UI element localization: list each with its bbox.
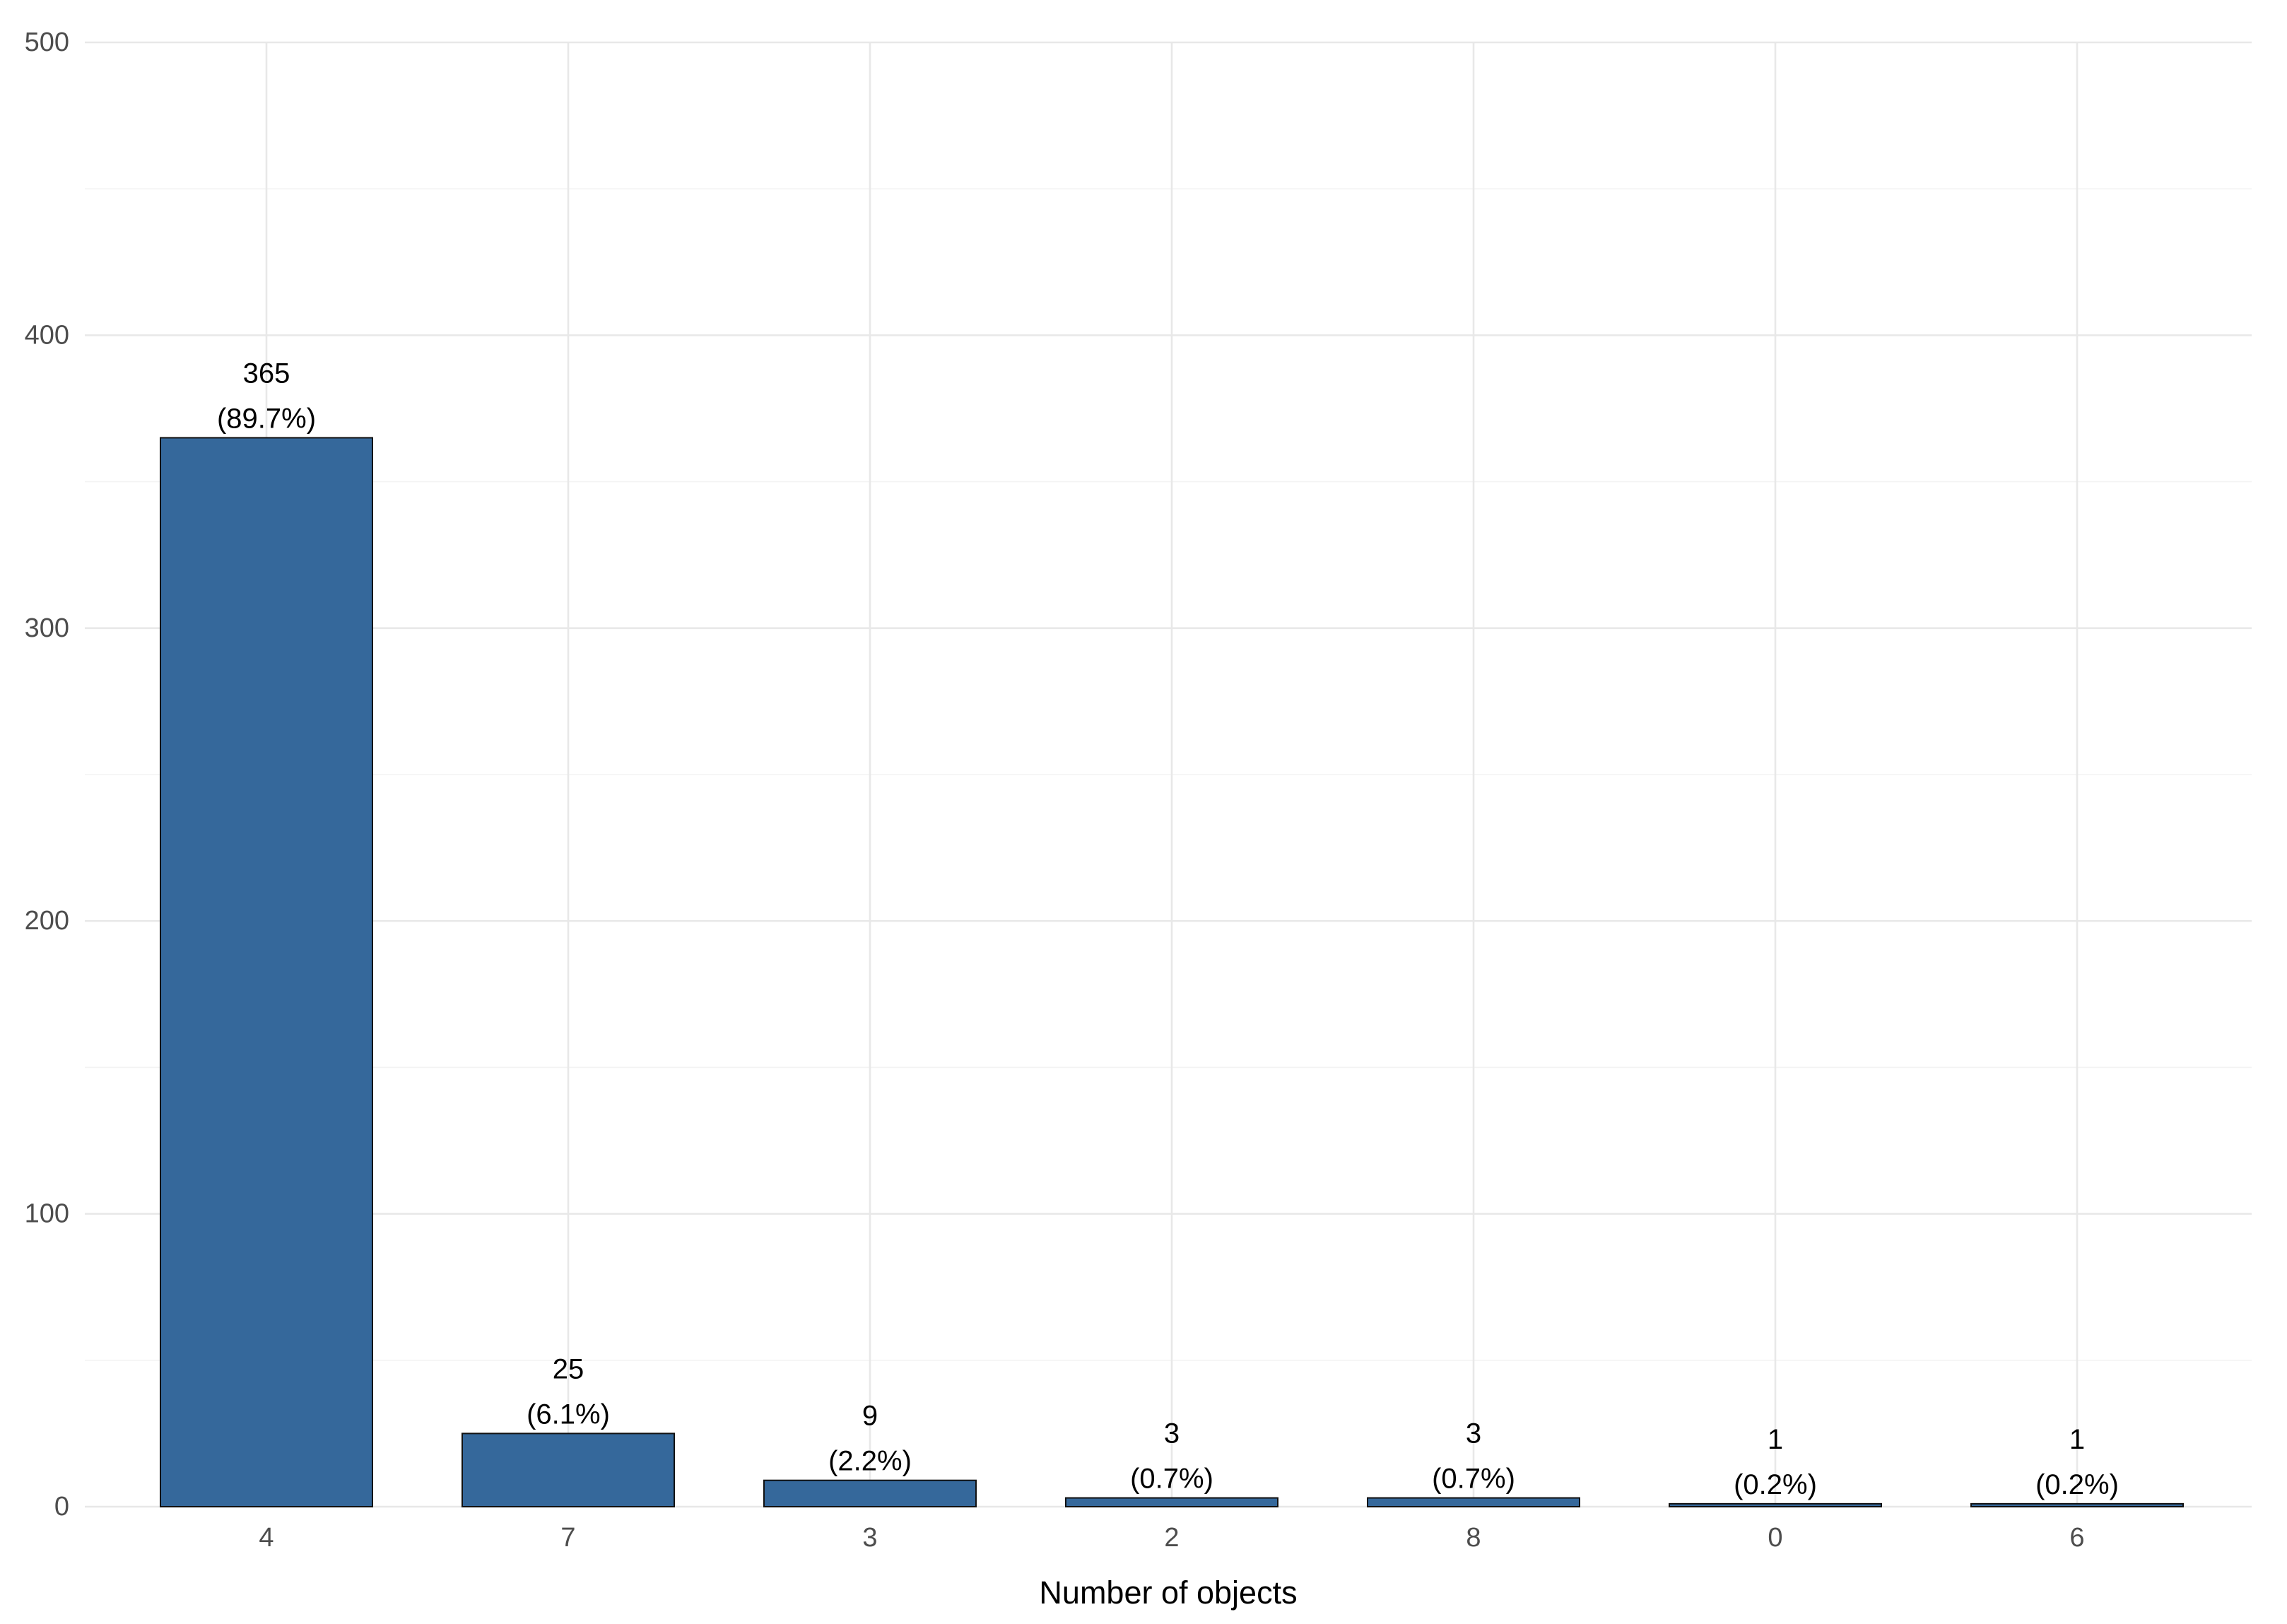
bar-pct-label: (6.1%) [527,1399,610,1430]
bar-pct-label: (0.7%) [1130,1464,1213,1495]
bar [1065,1497,1278,1508]
x-tick-label: 6 [2069,1523,2084,1553]
y-tick-label: 400 [25,320,69,350]
bar [1367,1497,1580,1508]
y-tick-label: 200 [25,906,69,936]
y-tick-label: 0 [54,1492,69,1522]
bar [1970,1502,2184,1507]
bar-pct-label: (0.2%) [1734,1469,1817,1500]
x-tick-label: 3 [862,1523,877,1553]
y-tick-label: 500 [25,28,69,57]
bar [461,1432,675,1508]
bar-pct-label: (2.2%) [828,1446,912,1477]
x-tick-label: 0 [1768,1523,1782,1553]
bar-count-label: 1 [2069,1424,2085,1455]
x-tick-label: 8 [1466,1523,1481,1553]
bar-count-label: 3 [1466,1418,1481,1449]
bar-pct-label: (0.2%) [2035,1469,2119,1500]
y-tick-label: 300 [25,613,69,643]
bar-pct-label: (89.7%) [217,403,316,434]
bar-count-label: 3 [1164,1418,1180,1449]
bar-count-label: 25 [553,1353,584,1384]
x-tick-label: 2 [1164,1523,1179,1553]
y-tick-label: 100 [25,1199,69,1229]
bar-count-label: 9 [862,1401,878,1432]
x-tick-label: 7 [560,1523,575,1553]
bar [1669,1502,1882,1507]
bar-count-label: 1 [1768,1424,1783,1455]
x-axis-title: Number of objects [1039,1575,1298,1611]
bar [160,437,373,1508]
bar-count-label: 365 [243,358,290,389]
x-tick-label: 4 [259,1523,274,1553]
bar [763,1479,977,1508]
bar-pct-label: (0.7%) [1432,1464,1515,1495]
